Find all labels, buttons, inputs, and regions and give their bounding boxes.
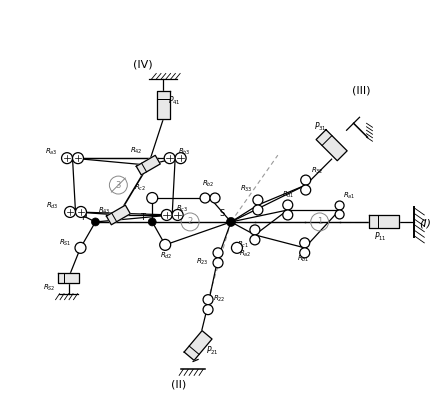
Polygon shape [316,130,347,161]
Circle shape [91,218,99,226]
Text: $R_{43}$: $R_{43}$ [99,206,111,216]
Text: 1: 1 [317,217,322,226]
Text: (II): (II) [171,379,186,389]
Text: $R_{33}$: $R_{33}$ [240,184,253,194]
Text: $R_{c3}$: $R_{c3}$ [176,204,188,214]
Polygon shape [184,330,212,360]
Polygon shape [58,273,79,283]
Text: $R_{b1}$: $R_{b1}$ [297,254,309,264]
Circle shape [203,295,213,305]
Text: $R_{23}$: $R_{23}$ [196,257,209,267]
Circle shape [250,235,260,245]
Text: $R_{S2}$: $R_{S2}$ [43,283,55,293]
Text: $R_{S1}$: $R_{S1}$ [59,238,71,248]
Polygon shape [369,215,400,228]
Polygon shape [107,205,131,225]
Circle shape [64,206,75,217]
Text: $R_{b3}$: $R_{b3}$ [178,147,191,158]
Text: $P_{11}$: $P_{11}$ [374,231,387,243]
Text: 2: 2 [187,217,193,226]
Text: $R_{c1}$: $R_{c1}$ [237,240,249,250]
Text: $P_{31}$: $P_{31}$ [314,120,326,133]
Circle shape [164,153,175,164]
Text: (III): (III) [352,85,370,95]
Circle shape [203,305,213,315]
Circle shape [172,210,183,221]
Circle shape [75,242,86,253]
Text: (I): (I) [419,219,431,229]
Text: $R_{d2}$: $R_{d2}$ [160,251,173,261]
Circle shape [335,210,344,219]
Circle shape [161,210,172,221]
Circle shape [300,238,310,248]
Circle shape [210,193,220,203]
Circle shape [175,153,186,164]
Circle shape [250,225,260,235]
Circle shape [335,201,344,210]
Circle shape [200,193,210,203]
Polygon shape [136,155,160,175]
Circle shape [226,217,235,226]
Text: $R_{22}$: $R_{22}$ [213,294,226,304]
Circle shape [75,206,87,217]
Text: $R_{d3}$: $R_{d3}$ [46,201,58,211]
Circle shape [160,239,170,250]
Circle shape [147,193,158,204]
Circle shape [301,175,311,185]
Text: $R_{b2}$: $R_{b2}$ [202,179,215,189]
Circle shape [72,153,83,164]
Circle shape [300,248,310,258]
Circle shape [231,242,242,253]
Text: $R_{a3}$: $R_{a3}$ [44,147,57,158]
Text: $R_{a1}$: $R_{a1}$ [343,191,355,201]
Circle shape [283,200,293,210]
Circle shape [253,195,263,205]
Circle shape [301,185,311,195]
Text: (IV): (IV) [133,59,153,70]
Circle shape [283,210,293,220]
Polygon shape [157,92,170,119]
Text: S: S [219,209,224,218]
Text: $R_{32}$: $R_{32}$ [311,166,323,176]
Text: $R_{c2}$: $R_{c2}$ [134,183,147,193]
Text: $R_{d1}$: $R_{d1}$ [282,190,294,200]
Text: $P_{41}$: $P_{41}$ [168,94,181,107]
Text: T: T [140,213,145,222]
Text: 3: 3 [116,181,121,190]
Circle shape [62,153,72,164]
Text: $P_{21}$: $P_{21}$ [206,344,219,357]
Text: $R_{42}$: $R_{42}$ [130,146,143,156]
Circle shape [148,218,156,226]
Circle shape [253,205,263,215]
Circle shape [213,248,223,258]
Text: $R_{a2}$: $R_{a2}$ [239,249,251,259]
Circle shape [213,258,223,268]
Text: P: P [82,213,87,222]
